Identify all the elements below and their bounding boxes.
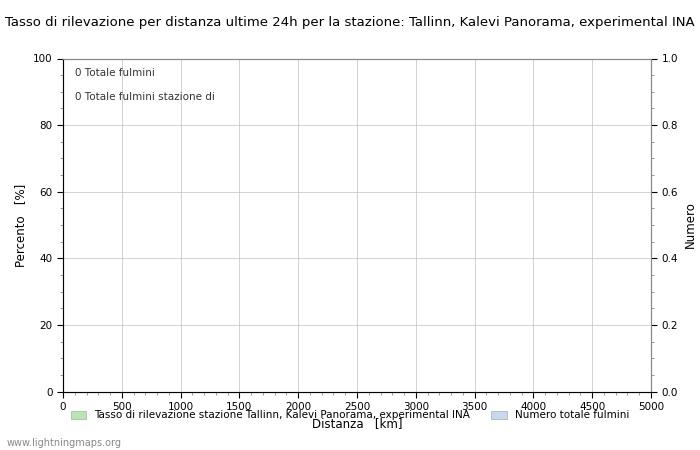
Text: Tasso di rilevazione per distanza ultime 24h per la stazione: Tallinn, Kalevi Pa: Tasso di rilevazione per distanza ultime…: [5, 16, 695, 29]
Legend: Tasso di rilevazione stazione Tallinn, Kalevi Panorama, experimental INA, Numero: Tasso di rilevazione stazione Tallinn, K…: [66, 406, 634, 424]
Text: 0 Totale fulmini: 0 Totale fulmini: [75, 68, 155, 78]
Y-axis label: Numero: Numero: [683, 202, 696, 248]
X-axis label: Distanza   [km]: Distanza [km]: [312, 418, 402, 431]
Text: www.lightningmaps.org: www.lightningmaps.org: [7, 438, 122, 448]
Y-axis label: Percento   [%]: Percento [%]: [15, 184, 27, 266]
Text: 0 Totale fulmini stazione di: 0 Totale fulmini stazione di: [75, 92, 215, 102]
